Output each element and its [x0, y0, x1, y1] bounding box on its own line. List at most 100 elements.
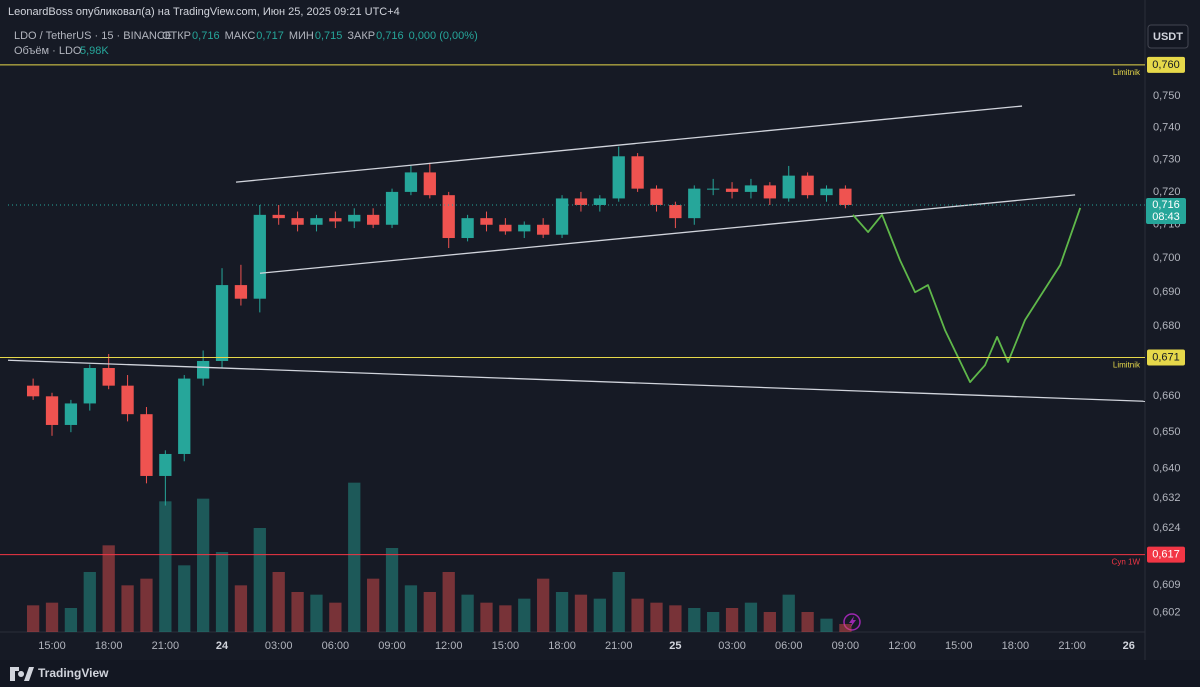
- y-tick-label: 0,632: [1153, 492, 1181, 504]
- volume-bar: [102, 545, 115, 632]
- level-label: 0,671: [1152, 351, 1180, 363]
- last-price-label: 0,716: [1152, 199, 1180, 211]
- currency[interactable]: USDT: [1153, 31, 1183, 43]
- volume-title: Объём · LDO: [14, 45, 82, 57]
- ohlc-label: МАКС: [225, 30, 256, 42]
- candle-body: [725, 188, 739, 192]
- x-tick-label: 21:00: [1058, 640, 1086, 652]
- y-tick-label: 0,750: [1153, 90, 1181, 102]
- candle-body: [820, 188, 833, 196]
- level-label: 0,617: [1152, 548, 1180, 560]
- trend-line: [7, 359, 1146, 402]
- x-tick-label: 09:00: [832, 640, 860, 652]
- y-tick-label: 0,602: [1153, 606, 1181, 618]
- volume-bar: [669, 605, 682, 632]
- candle-body: [64, 403, 78, 425]
- brand-logo: [10, 667, 34, 681]
- volume-bar: [45, 602, 59, 632]
- candle-body: [688, 188, 701, 219]
- currency-button[interactable]: [1147, 24, 1189, 49]
- candle-body: [650, 188, 663, 205]
- candle-body: [442, 195, 455, 239]
- candle-body: [744, 185, 758, 192]
- x-tick-label: 26: [1123, 640, 1135, 652]
- candle-body: [423, 172, 436, 196]
- x-tick-label: 12:00: [888, 640, 916, 652]
- volume-bar: [612, 572, 625, 632]
- candle-body: [574, 198, 588, 205]
- candle-body: [26, 385, 40, 397]
- forecast-path: [852, 207, 1082, 384]
- volume-value: 5,98K: [80, 45, 109, 57]
- volume-bar: [310, 594, 323, 632]
- publish-title: LeonardBoss опубликовал(а) на TradingVie…: [8, 6, 400, 18]
- volume-bar: [555, 592, 569, 632]
- candle-body: [367, 214, 380, 225]
- x-tick-label: 03:00: [265, 640, 293, 652]
- volume-bar: [272, 572, 285, 632]
- brand: TradingView: [38, 666, 109, 680]
- volume-bar: [385, 548, 399, 632]
- ohlc-value: 0,716: [376, 30, 404, 42]
- candle-body: [291, 218, 304, 225]
- volume-bar: [707, 612, 720, 632]
- candle-body: [45, 396, 59, 425]
- candle-body: [121, 385, 134, 415]
- y-tick-label: 0,730: [1153, 153, 1181, 165]
- candle-body: [593, 198, 606, 205]
- volume-bar: [215, 552, 229, 632]
- x-tick-label: 06:00: [775, 640, 803, 652]
- x-tick-label: 06:00: [322, 640, 350, 652]
- level-note: Limitnik: [1113, 68, 1141, 77]
- events-icon-bolt: [849, 616, 856, 628]
- candle-body: [801, 175, 814, 196]
- candle-body: [782, 175, 795, 199]
- footer: [0, 660, 1200, 687]
- candle-body: [102, 368, 115, 386]
- y-tick-label: 0,720: [1153, 186, 1181, 198]
- candle-body: [763, 185, 776, 199]
- candle-body: [518, 224, 531, 232]
- ohlc-change: 0,000 (0,00%): [409, 30, 478, 42]
- volume-bar: [348, 482, 361, 632]
- last-price-tag: [1146, 197, 1186, 224]
- candle-body: [839, 188, 852, 205]
- x-tick-label: 03:00: [718, 640, 746, 652]
- volume-bar: [593, 598, 606, 632]
- y-tick-label: 0,690: [1153, 286, 1181, 298]
- level-note: Cyn 1W: [1112, 558, 1141, 567]
- y-tick-label: 0,624: [1153, 522, 1181, 534]
- ohlc-value: 0,717: [256, 30, 284, 42]
- candle-body: [253, 214, 266, 299]
- volume-bar: [159, 501, 172, 632]
- y-tick-label: 0,640: [1153, 463, 1181, 475]
- volume-bar: [518, 598, 531, 632]
- x-tick-label: 21:00: [152, 640, 180, 652]
- volume-bar: [291, 592, 304, 632]
- level-tag: [1147, 56, 1185, 73]
- candle-body: [612, 156, 625, 199]
- volume-bar: [64, 608, 78, 632]
- volume-bar: [83, 572, 96, 632]
- volume-bar: [442, 572, 455, 632]
- candle-body: [555, 198, 569, 235]
- y-tick-label: 0,660: [1153, 390, 1181, 402]
- level-note: Limitnik: [1113, 361, 1141, 370]
- x-tick-label: 15:00: [492, 640, 520, 652]
- candle-body: [215, 285, 229, 361]
- volume-bar: [404, 585, 418, 632]
- y-tick-label: 0,609: [1153, 579, 1181, 591]
- x-tick-label: 15:00: [38, 640, 66, 652]
- volume-bar: [801, 612, 814, 632]
- y-tick-label: 0,700: [1153, 252, 1181, 264]
- volume-bar: [140, 578, 153, 632]
- ohlc-value: 0,715: [315, 30, 343, 42]
- candle-body: [272, 214, 285, 219]
- candle-body: [707, 188, 720, 190]
- y-tick-label: 0,650: [1153, 426, 1181, 438]
- candle-body: [385, 191, 399, 225]
- volume-bar: [329, 602, 342, 632]
- volume-bar: [178, 565, 191, 632]
